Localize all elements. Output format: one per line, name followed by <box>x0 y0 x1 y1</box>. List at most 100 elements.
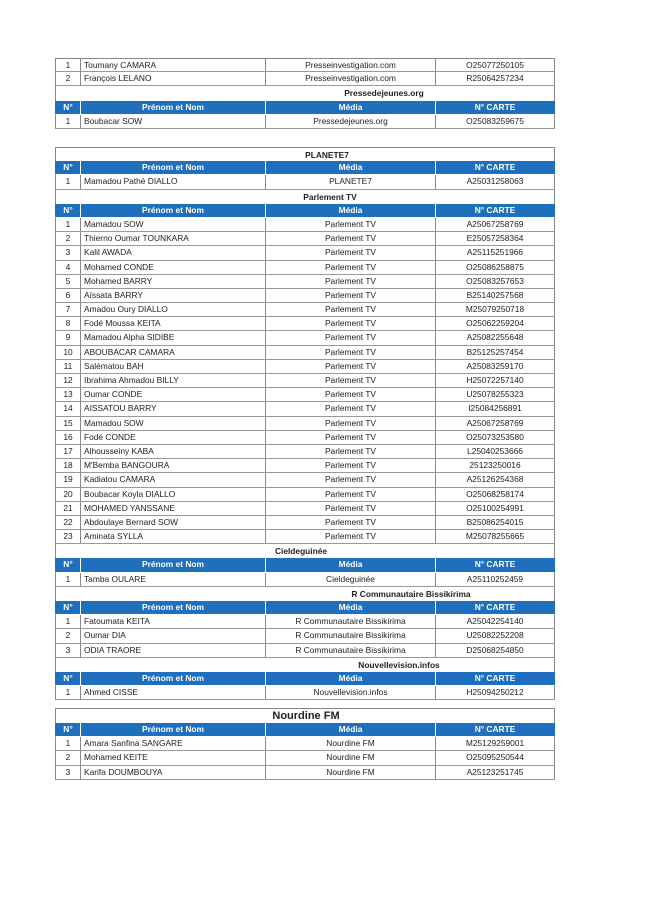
header-media: Média <box>266 723 436 737</box>
row-number: 2 <box>56 751 81 765</box>
row-number: 1 <box>56 572 81 586</box>
media-name: Parlement TV <box>266 359 436 373</box>
media-name: R Communautaire Bissikirima <box>266 629 436 643</box>
person-name: Fatoumata KEITA <box>81 615 266 629</box>
row-number: 3 <box>56 643 81 657</box>
column-header-row: N° Prénom et Nom Média N° CARTE <box>55 601 555 616</box>
media-name: Cieldeguinée <box>266 572 436 586</box>
column-header-row: N° Prénom et Nom Média N° CARTE <box>55 723 555 738</box>
table-row: 11 Salématou BAH Parlement TV A25083259170 <box>55 359 555 374</box>
header-media: Média <box>266 601 436 615</box>
media-name: Parlement TV <box>266 246 436 260</box>
section-title-row: R Communautaire Bissikirima <box>55 586 555 601</box>
media-name: Parlement TV <box>266 345 436 359</box>
row-number: 14 <box>56 402 81 416</box>
row-number: 1 <box>56 217 81 232</box>
table-row: 5 Mohamed BARRY Parlement TV O25083257653 <box>55 274 555 289</box>
card-number: A25110252459 <box>466 573 524 584</box>
card-number: E25057258364 <box>466 233 524 244</box>
header-name: Prénom et Nom <box>81 601 266 615</box>
row-number: 11 <box>56 359 81 373</box>
media-name: Nourdine FM <box>266 765 436 779</box>
media-table-2: PLANETE7 N° Prénom et Nom Média N° CARTE 1 Mam… <box>55 147 555 701</box>
card-number: O25083259675 <box>466 115 524 126</box>
media-name: Presseinvestigation.com <box>266 72 436 86</box>
card-number: L25040253666 <box>467 445 523 456</box>
row-number: 1 <box>56 737 81 751</box>
card-number: I25084256891 <box>468 403 522 414</box>
row-number: 2 <box>56 232 81 246</box>
person-name: ODIA TRAORE <box>81 643 266 657</box>
header-number: N° <box>56 671 81 686</box>
table-row: 1 Fatoumata KEITA R Communautaire Bissikir… <box>55 615 555 630</box>
media-name: Parlement TV <box>266 459 436 473</box>
table-row: 3 Karifa DOUMBOUYA Nourdine FM A25123251745 <box>55 765 555 780</box>
card-number: B25140257568 <box>466 289 524 300</box>
media-name: PLANETE7 <box>266 175 436 189</box>
table-row: 2 François LELANO Presseinvestigation.com R… <box>55 72 555 87</box>
row-number: 18 <box>56 459 81 473</box>
column-header-row: N° Prénom et Nom Média N° CARTE <box>55 558 555 573</box>
person-name: Abdoulaye Bernard SOW <box>81 515 266 530</box>
table-row: 16 Fodé CONDE Parlement TV O25073253580 <box>55 430 555 445</box>
table-row: 18 M'Bemba BANGOURA Parlement TV 2512325001… <box>55 459 555 474</box>
row-number: 3 <box>56 765 81 779</box>
section-title-row: PLANETE7 <box>55 147 555 162</box>
row-number: 21 <box>56 501 81 515</box>
card-number: A25126254368 <box>466 474 524 485</box>
table-row: 2 Oumar DIA R Communautaire Bissikirima U25… <box>55 629 555 644</box>
column-header-row: N° Prénom et Nom Média N° CARTE <box>55 671 555 687</box>
person-name: Mohamed CONDE <box>81 260 266 274</box>
header-number: N° <box>56 100 81 114</box>
header-name: Prénom et Nom <box>81 723 266 737</box>
table-row: 3 Kalil AWADA Parlement TV A25115251966 <box>55 246 555 261</box>
header-name: Prénom et Nom <box>81 558 266 572</box>
card-number: B25086254015 <box>466 516 524 527</box>
person-name: Ibrahima Ahmadou BILLY <box>81 374 266 388</box>
person-name: Tamba OULARE <box>81 572 266 586</box>
media-name: Parlement TV <box>266 232 436 246</box>
column-header-row: N° Prénom et Nom Média N° CARTE <box>55 203 555 218</box>
media-name: Parlement TV <box>266 416 436 430</box>
table-row: 1 Boubacar SOW Pressedejeunes.org O25083259… <box>55 114 555 129</box>
person-name: Aïssata BARRY <box>81 288 266 303</box>
row-number: 23 <box>56 530 81 544</box>
person-name: Kalil AWADA <box>81 246 266 260</box>
section-title: Pressedejeunes.org <box>344 88 424 99</box>
person-name: Mohamed KEITE <box>81 751 266 765</box>
card-number: O25083257653 <box>466 275 524 286</box>
section-title: R Communautaire Bissikirima <box>351 588 471 599</box>
person-name: Mamadou Pathé DIALLO <box>81 175 266 189</box>
header-name: Prénom et Nom <box>81 203 266 217</box>
media-name: Presseinvestigation.com <box>266 59 436 72</box>
table-row: 8 Fodé Moussa KEITA Parlement TV O250622592… <box>55 317 555 332</box>
header-media: Média <box>266 161 436 175</box>
person-name: Boubacar SOW <box>81 114 266 128</box>
person-name: ABOUBACAR CAMARA <box>81 345 266 359</box>
card-number: O25077250105 <box>466 60 524 70</box>
row-number: 2 <box>56 72 81 86</box>
section-title: Parlement TV <box>303 191 357 202</box>
section-title-row: Pressedejeunes.org <box>55 86 555 101</box>
card-number: O25068258174 <box>466 488 524 499</box>
header-number: N° <box>56 203 81 217</box>
person-name: Salématou BAH <box>81 359 266 373</box>
header-name: Prénom et Nom <box>81 100 266 114</box>
row-number: 17 <box>56 444 81 459</box>
person-name: Mohamed BARRY <box>81 274 266 288</box>
section-title-row: Parlement TV <box>55 189 555 204</box>
media-name: Parlement TV <box>266 402 436 416</box>
column-header-row: N° Prénom et Nom Média N° CARTE <box>55 161 555 176</box>
person-name: Thierno Oumar TOUNKARA <box>81 232 266 246</box>
person-name: Alhousseiny KABA <box>81 444 266 459</box>
card-number: R25064257234 <box>466 73 524 84</box>
table-row: 12 Ibrahima Ahmadou BILLY Parlement TV H250… <box>55 374 555 389</box>
person-name: Kadiatou CAMARA <box>81 473 266 487</box>
media-name: Parlement TV <box>266 317 436 331</box>
person-name: Boubacar Koyla DIALLO <box>81 487 266 501</box>
header-card: N° CARTE <box>474 101 516 112</box>
media-name: R Communautaire Bissikirima <box>266 643 436 657</box>
section-title: PLANETE7 <box>305 150 349 160</box>
media-name: Parlement TV <box>266 260 436 274</box>
media-name: Parlement TV <box>266 274 436 288</box>
